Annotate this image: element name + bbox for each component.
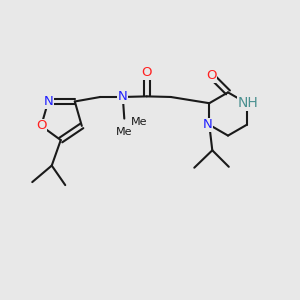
Text: Me: Me — [131, 117, 147, 127]
Text: NH: NH — [238, 96, 259, 110]
Text: O: O — [36, 119, 46, 132]
Text: N: N — [118, 91, 128, 103]
Text: Me: Me — [116, 127, 133, 137]
Text: O: O — [142, 67, 152, 80]
Text: N: N — [43, 95, 53, 108]
Text: N: N — [203, 118, 213, 131]
Text: O: O — [206, 69, 217, 82]
